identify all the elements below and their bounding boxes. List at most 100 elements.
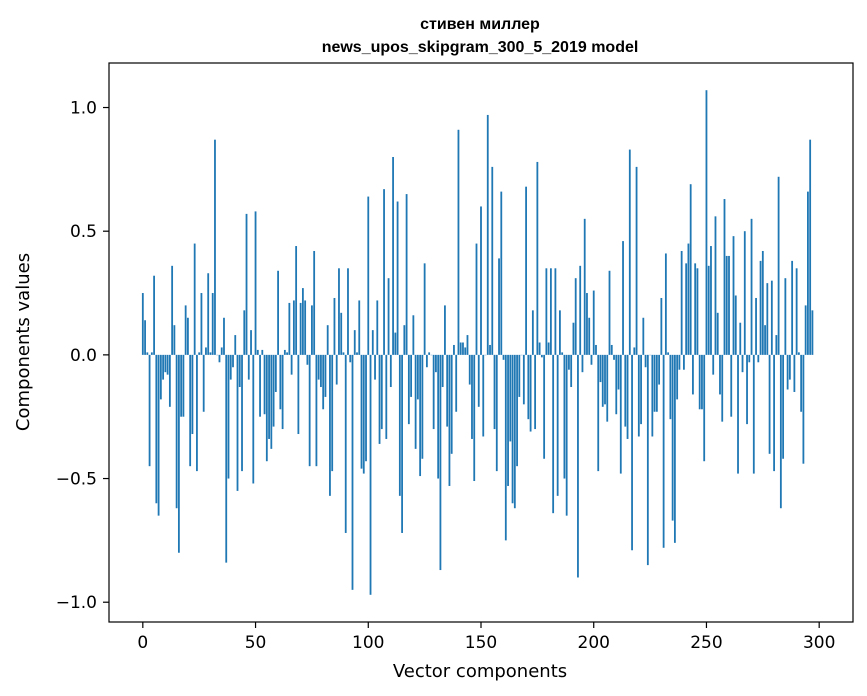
- bar: [707, 265, 710, 355]
- bar: [218, 354, 221, 363]
- bar: [716, 312, 719, 355]
- bar: [759, 260, 762, 355]
- bar: [613, 354, 615, 360]
- bar: [669, 354, 672, 420]
- bar: [374, 354, 376, 380]
- bar: [450, 354, 453, 454]
- bar: [281, 354, 284, 430]
- bar: [468, 354, 471, 385]
- bar: [710, 246, 712, 355]
- bar: [540, 354, 543, 358]
- bar: [245, 213, 248, 355]
- bar: [739, 322, 742, 355]
- bar: [250, 330, 252, 355]
- x-tick-label: 50: [245, 633, 267, 653]
- bar: [329, 354, 331, 496]
- bar: [331, 354, 334, 472]
- bar: [723, 199, 726, 355]
- bar: [680, 250, 683, 355]
- bar: [453, 344, 455, 355]
- x-axis-label: Vector components: [393, 661, 567, 682]
- bar: [653, 354, 656, 412]
- bar: [552, 354, 555, 514]
- bar: [498, 258, 500, 355]
- bar: [144, 320, 146, 355]
- bar: [624, 354, 627, 427]
- y-tick-label: −0.5: [56, 470, 97, 490]
- bar: [306, 354, 309, 365]
- bar: [383, 189, 385, 355]
- bar: [283, 349, 286, 355]
- x-tick-label: 100: [352, 633, 384, 653]
- bar: [268, 354, 270, 439]
- bar: [360, 354, 363, 469]
- bar: [272, 354, 275, 427]
- bar: [800, 354, 803, 412]
- bar: [491, 166, 494, 355]
- bar: [196, 354, 198, 472]
- x-tick-label: 0: [137, 633, 148, 653]
- bar: [658, 354, 661, 385]
- bar: [299, 302, 302, 355]
- bar: [522, 354, 525, 405]
- bar: [162, 354, 165, 380]
- bar: [435, 354, 437, 373]
- bar: [148, 354, 151, 467]
- bar: [737, 354, 739, 474]
- bar: [543, 354, 546, 459]
- bar: [601, 354, 604, 407]
- bar: [655, 354, 658, 412]
- bar: [482, 354, 485, 437]
- bar: [322, 354, 325, 410]
- bar: [559, 310, 561, 355]
- bar: [696, 268, 699, 355]
- bar: [362, 354, 365, 474]
- bar: [263, 354, 266, 415]
- bar: [728, 255, 730, 355]
- bar: [414, 354, 417, 449]
- plot-area-frame: [108, 62, 854, 623]
- bar: [811, 310, 814, 355]
- bar: [166, 354, 169, 375]
- bar: [159, 354, 162, 400]
- bar: [579, 265, 582, 355]
- bar: [764, 325, 766, 355]
- bar: [536, 161, 539, 355]
- bar: [577, 354, 579, 578]
- bar: [464, 347, 467, 355]
- bar: [425, 354, 428, 368]
- bar: [597, 354, 600, 472]
- bar: [141, 293, 144, 355]
- bar: [732, 236, 735, 355]
- bar: [351, 354, 354, 590]
- bar: [150, 352, 153, 355]
- bar: [324, 354, 327, 397]
- bar: [592, 290, 595, 355]
- bar: [685, 263, 688, 355]
- bar: [338, 268, 340, 355]
- bar: [712, 354, 715, 375]
- bar: [529, 354, 532, 432]
- bar: [189, 354, 192, 467]
- bar: [155, 354, 158, 504]
- bar: [599, 354, 602, 383]
- bar: [405, 194, 408, 355]
- bar: [565, 354, 568, 516]
- bar: [229, 354, 232, 380]
- x-tick-label: 300: [803, 633, 835, 653]
- bar: [243, 310, 246, 355]
- bar: [549, 268, 552, 355]
- x-axis-ticks: 0 50 100 150 200 250 300: [137, 622, 835, 653]
- bar: [252, 354, 255, 484]
- bar: [164, 354, 167, 373]
- bar: [793, 354, 796, 392]
- bar: [182, 354, 185, 417]
- bar: [775, 335, 778, 355]
- bar: [604, 354, 606, 405]
- bar: [177, 354, 180, 553]
- bar: [320, 354, 322, 388]
- bar: [513, 354, 516, 509]
- bar: [457, 129, 460, 355]
- bar: [437, 354, 440, 479]
